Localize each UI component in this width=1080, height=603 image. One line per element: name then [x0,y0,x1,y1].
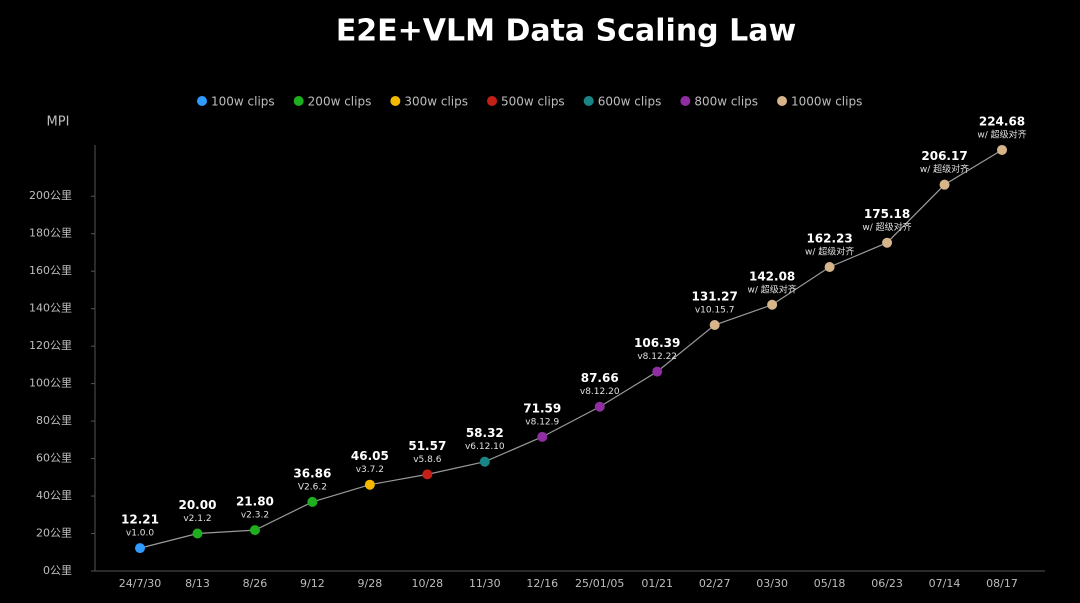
version-label: v6.12.10 [465,442,505,452]
version-label: v3.7.2 [356,465,384,475]
version-label: w/ 超级对齐 [748,283,797,295]
value-label: 51.57 [408,439,446,453]
value-label: 58.32 [466,426,504,440]
version-label: w/ 超级对齐 [920,163,969,175]
data-point [249,525,260,536]
legend-marker [390,96,401,106]
data-point [307,496,318,507]
value-label: 36.86 [293,466,331,480]
x-tick-label: 11/30 [469,577,501,590]
x-tick-label: 8/26 [243,577,268,590]
y-tick-label: 100公里 [29,377,72,390]
data-point [652,366,663,377]
version-label: v1.0.0 [126,529,155,539]
value-label: 206.17 [921,149,967,163]
value-label: 20.00 [178,498,216,512]
value-label: 71.59 [523,401,561,415]
line [139,149,1003,549]
y-tick-label: 200公里 [29,189,72,202]
data-point [594,401,605,412]
data-point [537,431,548,442]
version-label: w/ 超级对齐 [862,221,911,233]
value-label: 175.18 [864,207,910,221]
value-label: 21.80 [236,495,274,509]
x-tick-label: 02/27 [699,577,731,590]
legend-label: 200w clips [308,95,372,109]
legend-label: 600w clips [598,95,662,109]
data-point [422,469,433,480]
version-label: v8.12.9 [525,417,559,427]
legend-label: 1000w clips [791,95,862,109]
y-tick-label: 80公里 [36,414,72,427]
legend-label: 500w clips [501,95,565,109]
x-tick-label: 08/17 [986,577,1018,590]
version-label: v8.12.22 [637,352,677,362]
data-point [882,237,893,248]
legend-marker [583,96,594,106]
x-tick-label: 01/21 [641,577,673,590]
version-label: v5.8.6 [413,455,442,465]
value-label: 106.39 [634,336,680,350]
value-label: 12.21 [121,513,159,527]
x-tick-label: 24/7/30 [119,577,161,590]
x-tick-label: 9/28 [358,577,383,590]
y-tick-label: 180公里 [29,227,72,240]
x-tick-label: 25/01/05 [575,577,624,590]
legend-label: 300w clips [404,95,468,109]
version-label: v2.1.2 [183,514,211,524]
y-tick-label: 40公里 [36,489,72,502]
data-point [364,479,375,490]
legend-marker [777,96,788,106]
y-tick-label: 120公里 [29,339,72,352]
x-tick-label: 06/23 [871,577,903,590]
version-label: w/ 超级对齐 [805,245,854,257]
y-tick-label: 140公里 [29,302,72,315]
x-tick-label: 10/28 [411,577,443,590]
version-label: v2.3.2 [241,511,269,521]
chart-title: E2E+VLM Data Scaling Law [336,14,796,49]
y-tick-label: 0公里 [43,564,72,577]
x-tick-label: 12/16 [526,577,558,590]
x-tick-label: 9/12 [300,577,325,590]
legend-label: 100w clips [211,95,275,109]
data-point [824,261,835,272]
version-label: v8.12.20 [580,387,620,397]
data-point [767,299,778,310]
value-label: 131.27 [692,290,738,304]
version-label: w/ 超级对齐 [977,128,1026,140]
value-label: 46.05 [351,449,389,463]
data-point [479,456,490,467]
x-tick-label: 07/14 [929,577,961,590]
value-label: 162.23 [806,231,852,245]
value-label: 142.08 [749,269,795,283]
y-tick-label: 60公里 [36,452,72,465]
legend-marker [293,96,304,106]
data-point [709,320,720,331]
legend-marker [197,96,207,106]
data-point [192,528,203,539]
legend-marker [487,96,498,106]
data-point [135,543,145,554]
x-tick-label: 8/13 [185,577,210,590]
x-tick-label: 03/30 [756,577,788,590]
y-tick-label: 160公里 [29,264,72,277]
x-tick-label: 05/18 [814,577,846,590]
value-label: 87.66 [581,371,619,385]
version-label: v10.15.7 [695,306,735,316]
data-point [997,144,1007,155]
value-label: 224.68 [979,114,1025,128]
y-tick-label: 20公里 [36,527,72,540]
y-axis-label: MPI [47,115,70,130]
version-label: V2.6.2 [298,482,327,492]
data-point [939,179,950,190]
legend-label: 800w clips [694,95,758,109]
legend-marker [680,96,691,106]
